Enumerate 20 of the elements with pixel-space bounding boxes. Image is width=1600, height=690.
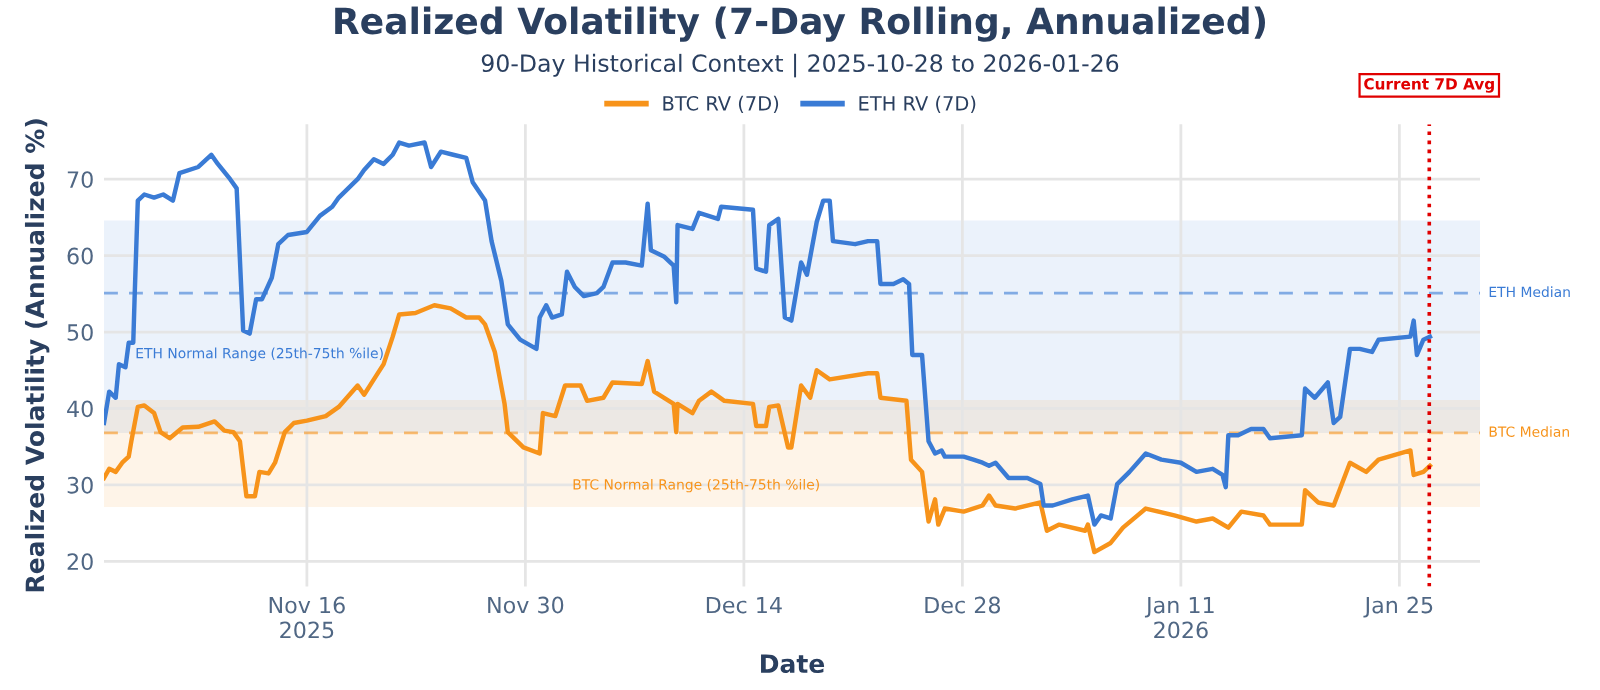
x-tick-label: Nov 30 <box>488 596 564 614</box>
y-tick-label: 70 <box>67 171 93 188</box>
x-tick-label: Dec 28 <box>925 596 1001 614</box>
y-axis-title: Realized Volatility (Annualized %) <box>24 119 50 592</box>
chart-subtitle: 90-Day Historical Context | 2025-10-28 to 2026-01-26 <box>481 53 1119 78</box>
y-tick-label: 50 <box>67 323 93 341</box>
line-series <box>104 303 1433 555</box>
y-tick-label: 20 <box>67 553 93 571</box>
x-tick-label: Jan 11 2026 <box>1144 596 1214 639</box>
legend-label: BTC RV (7D) <box>663 95 779 113</box>
x-axis-title: Date <box>761 654 825 674</box>
y-tick-label: 30 <box>67 476 93 494</box>
line-series <box>104 140 1433 527</box>
x-tick-label: Dec 14 <box>706 596 782 614</box>
x-tick-label: Nov 16 2025 <box>269 596 345 639</box>
y-tick-label: 40 <box>67 400 93 418</box>
y-tick-label: 60 <box>67 247 93 265</box>
legend-label: ETH RV (7D) <box>859 95 976 113</box>
chart-title: Realized Volatility (7-Day Rolling, Annualized) <box>335 6 1266 42</box>
x-tick-label: Jan 25 <box>1363 596 1433 618</box>
